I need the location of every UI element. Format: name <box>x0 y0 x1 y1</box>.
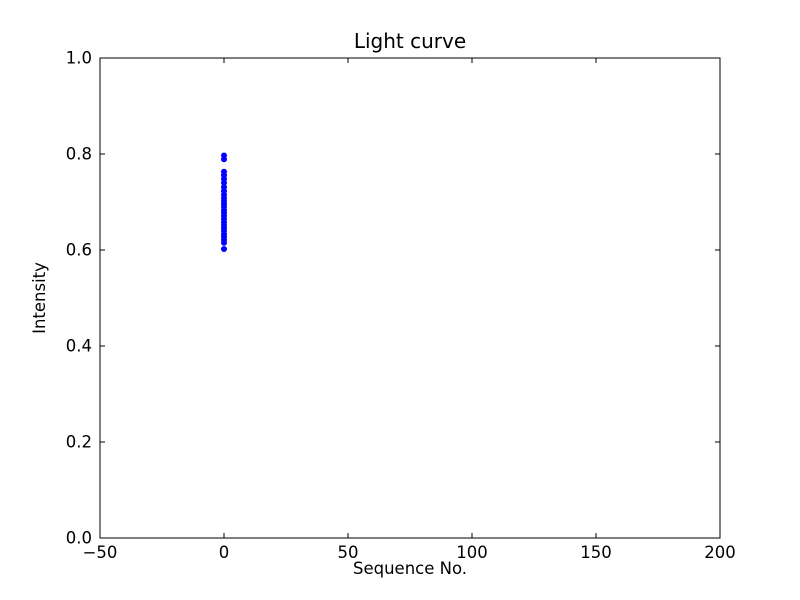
chart-title: Light curve <box>354 29 466 53</box>
y-tick-label: 0.8 <box>66 145 92 164</box>
x-tick-label: 0 <box>219 543 230 562</box>
data-point <box>221 239 227 246</box>
scatter-points <box>221 152 227 253</box>
y-axis-label: Intensity <box>30 262 49 334</box>
data-point <box>221 179 227 186</box>
x-tick-label: 150 <box>580 543 612 562</box>
x-tick-label: 200 <box>704 543 736 562</box>
y-tick-label: 0.4 <box>66 337 92 356</box>
data-point <box>221 156 227 163</box>
y-tick-label: 1.0 <box>66 49 92 68</box>
data-point <box>221 246 227 253</box>
axis-tick-labels: −50 0 50 100 150 200 0.0 0.2 0.4 0.6 0.8 1.0 <box>66 49 736 563</box>
axis-ticks <box>99 57 721 539</box>
x-axis-label: Sequence No. <box>353 559 467 578</box>
x-tick-label: −50 <box>83 543 118 562</box>
x-tick-label: 50 <box>338 543 359 562</box>
y-tick-label: 0.6 <box>66 241 92 260</box>
y-tick-label: 0.0 <box>66 529 92 548</box>
y-tick-label: 0.2 <box>66 433 92 452</box>
x-tick-label: 100 <box>456 543 488 562</box>
plot-frame <box>99 57 721 539</box>
